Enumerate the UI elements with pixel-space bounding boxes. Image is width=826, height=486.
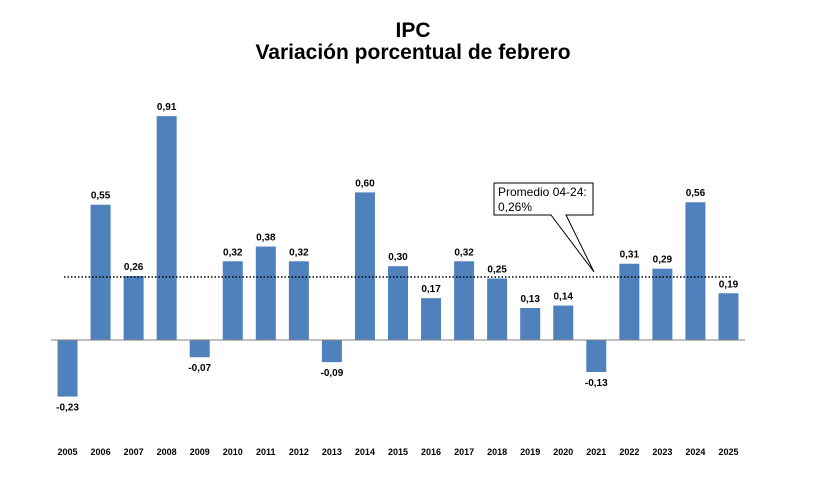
x-tick-label: 2016 xyxy=(421,447,441,457)
bar-2024 xyxy=(685,202,706,340)
bar-2006 xyxy=(90,204,111,340)
x-tick-label: 2010 xyxy=(223,447,243,457)
x-tick-label: 2012 xyxy=(289,447,309,457)
x-tick-label: 2025 xyxy=(718,447,738,457)
bar-2019 xyxy=(520,308,541,340)
bar-value-label: 0,55 xyxy=(91,191,111,202)
bar-value-label: -0,09 xyxy=(321,368,344,379)
x-tick-label: 2019 xyxy=(520,447,540,457)
bar-2020 xyxy=(553,305,574,340)
bar-value-label: 0,31 xyxy=(620,250,640,261)
bar-2005 xyxy=(57,340,78,397)
x-tick-label: 2011 xyxy=(256,447,276,457)
bar-value-label: -0,07 xyxy=(188,363,211,374)
bar-2015 xyxy=(388,266,408,340)
x-tick-label: 2006 xyxy=(91,447,111,457)
average-callout-label: Promedio 04-24: xyxy=(498,185,587,199)
x-tick-label: 2017 xyxy=(454,447,474,457)
x-tick-label: 2005 xyxy=(58,447,78,457)
x-tick-label: 2009 xyxy=(190,447,210,457)
bar-value-label: 0,38 xyxy=(256,233,276,244)
x-tick-label: 2018 xyxy=(487,447,507,457)
bar-value-label: 0,29 xyxy=(653,255,673,266)
bar-2018 xyxy=(487,278,508,340)
bar-value-label: 0,14 xyxy=(554,292,574,303)
bar-value-label: -0,13 xyxy=(585,378,608,389)
bar-2021 xyxy=(586,340,607,372)
average-callout-box xyxy=(493,182,595,273)
bar-2010 xyxy=(222,261,243,340)
x-tick-label: 2020 xyxy=(553,447,573,457)
bar-2014 xyxy=(354,192,375,340)
bar-2007 xyxy=(123,276,144,340)
x-tick-label: 2013 xyxy=(322,447,342,457)
chart-subtitle: Variación porcentual de febrero xyxy=(255,41,571,64)
average-callout-value: 0,26% xyxy=(498,200,532,214)
bar-2013 xyxy=(321,340,342,363)
bar-value-label: 0,19 xyxy=(719,279,739,290)
bar-value-label: 0,32 xyxy=(223,247,243,258)
bar-2023 xyxy=(652,268,673,340)
bar-value-label: 0,32 xyxy=(289,247,309,258)
x-tick-label: 2008 xyxy=(157,447,177,457)
bar-value-label: 0,60 xyxy=(355,178,375,189)
bar-2016 xyxy=(421,298,442,340)
bar-2012 xyxy=(288,261,309,340)
x-tick-label: 2023 xyxy=(652,447,672,457)
bar-value-label: 0,26 xyxy=(124,262,144,273)
x-tick-label: 2014 xyxy=(355,447,375,457)
x-tick-label: 2022 xyxy=(619,447,639,457)
bar-value-label: 0,56 xyxy=(686,188,706,199)
bar-value-label: 0,17 xyxy=(421,284,441,295)
x-tick-label: 2007 xyxy=(124,447,144,457)
bar-value-label: 0,25 xyxy=(487,265,507,276)
bar-2009 xyxy=(189,340,210,358)
bar-2008 xyxy=(156,116,177,340)
chart-title: IPC xyxy=(395,19,431,42)
bar-value-label: 0,32 xyxy=(454,247,474,258)
bar-value-label: 0,13 xyxy=(520,294,540,305)
bar-2011 xyxy=(255,246,276,340)
bar-value-label: 0,30 xyxy=(388,252,408,263)
x-tick-label: 2021 xyxy=(586,447,606,457)
bar-2017 xyxy=(454,261,475,340)
bar-2022 xyxy=(619,263,640,340)
bar-value-label: 0,91 xyxy=(157,102,177,113)
x-tick-label: 2015 xyxy=(388,447,408,457)
bar-value-label: -0,23 xyxy=(56,403,79,414)
bar-2025 xyxy=(718,293,739,340)
x-tick-label: 2024 xyxy=(685,447,705,457)
